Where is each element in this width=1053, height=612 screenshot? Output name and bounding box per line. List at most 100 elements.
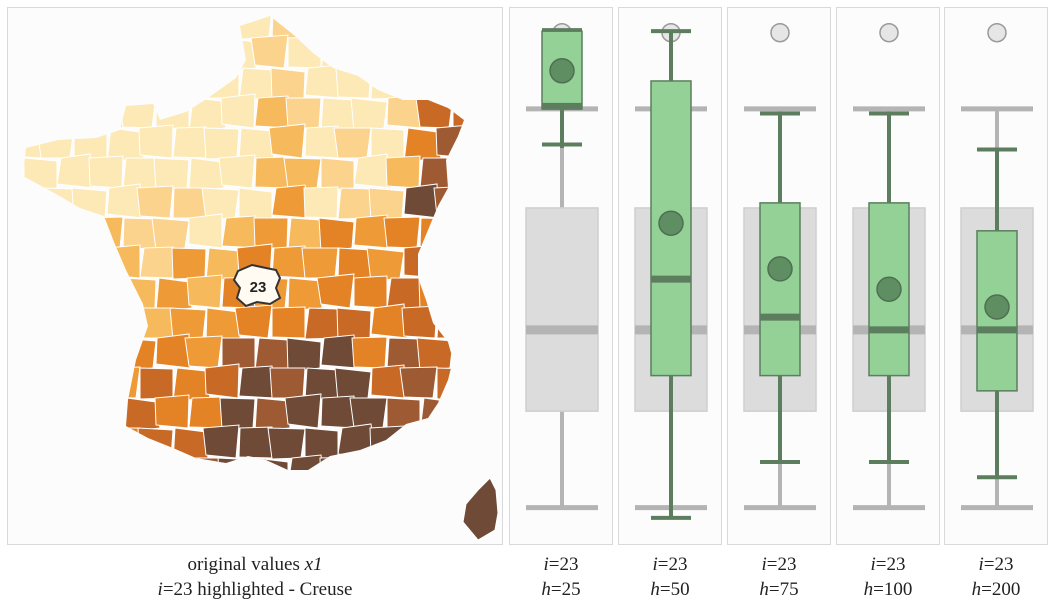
department-region[interactable]: [386, 277, 425, 309]
department-region[interactable]: [337, 423, 376, 459]
department-region[interactable]: [155, 97, 190, 130]
department-region[interactable]: [304, 307, 343, 340]
department-region[interactable]: [452, 37, 488, 69]
department-region[interactable]: [23, 37, 62, 70]
department-region[interactable]: [120, 35, 157, 69]
department-region[interactable]: [154, 394, 190, 429]
department-region[interactable]: [106, 244, 141, 279]
department-region[interactable]: [284, 393, 322, 429]
department-region[interactable]: [153, 157, 190, 191]
department-region[interactable]: [419, 157, 457, 189]
corsica-region[interactable]: [462, 477, 499, 541]
department-region[interactable]: [436, 367, 470, 400]
department-region[interactable]: [486, 214, 504, 248]
department-region[interactable]: [303, 186, 339, 219]
department-region[interactable]: [484, 275, 504, 308]
department-region[interactable]: [301, 247, 339, 279]
department-region[interactable]: [370, 67, 407, 100]
department-region[interactable]: [37, 367, 75, 403]
department-region[interactable]: [220, 93, 256, 129]
department-region[interactable]: [468, 8, 503, 38]
department-region[interactable]: [436, 246, 474, 279]
department-region[interactable]: [20, 273, 58, 309]
department-region[interactable]: [205, 8, 242, 39]
department-region[interactable]: [418, 277, 454, 311]
department-region[interactable]: [320, 334, 358, 369]
department-region[interactable]: [467, 308, 503, 340]
department-region[interactable]: [448, 217, 486, 252]
department-region[interactable]: [52, 397, 91, 429]
department-region[interactable]: [271, 306, 306, 339]
department-region[interactable]: [122, 217, 158, 250]
department-region[interactable]: [386, 397, 421, 431]
department-region[interactable]: [403, 244, 438, 279]
department-region[interactable]: [23, 334, 61, 369]
department-region[interactable]: [172, 427, 209, 463]
department-region[interactable]: [105, 8, 141, 41]
department-region[interactable]: [269, 367, 306, 399]
department-region[interactable]: [268, 123, 306, 159]
department-region[interactable]: [482, 336, 504, 368]
department-region[interactable]: [320, 97, 357, 131]
department-region[interactable]: [89, 33, 127, 69]
department-region[interactable]: [69, 247, 108, 283]
department-region[interactable]: [89, 337, 126, 370]
department-region[interactable]: [73, 364, 109, 399]
department-region[interactable]: [8, 247, 42, 279]
department-region[interactable]: [170, 8, 207, 39]
department-region[interactable]: [102, 366, 141, 399]
department-region[interactable]: [203, 127, 240, 160]
department-region[interactable]: [36, 127, 75, 159]
department-region[interactable]: [234, 304, 273, 339]
department-region[interactable]: [188, 97, 227, 132]
department-region[interactable]: [450, 157, 486, 191]
department-region[interactable]: [300, 8, 339, 39]
department-region[interactable]: [386, 337, 423, 370]
department-region[interactable]: [238, 365, 276, 399]
department-region[interactable]: [122, 397, 161, 433]
department-region[interactable]: [436, 8, 473, 43]
department-region[interactable]: [434, 427, 470, 461]
department-region[interactable]: [399, 366, 438, 399]
department-region[interactable]: [8, 125, 43, 159]
department-region[interactable]: [139, 246, 178, 279]
department-region[interactable]: [136, 185, 174, 219]
department-region[interactable]: [23, 456, 58, 488]
department-region[interactable]: [286, 337, 322, 373]
department-region[interactable]: [139, 367, 174, 400]
department-region[interactable]: [221, 215, 260, 249]
department-region[interactable]: [186, 274, 223, 309]
department-region[interactable]: [8, 186, 42, 219]
department-region[interactable]: [172, 126, 210, 159]
department-region[interactable]: [350, 97, 388, 133]
department-region[interactable]: [8, 427, 42, 462]
department-region[interactable]: [106, 183, 143, 219]
highlight-region[interactable]: 23: [232, 263, 282, 308]
department-region[interactable]: [452, 277, 489, 313]
department-region[interactable]: [351, 336, 388, 369]
department-region[interactable]: [122, 157, 160, 189]
department-region[interactable]: [335, 66, 372, 99]
department-region[interactable]: [8, 8, 42, 39]
department-region[interactable]: [486, 98, 504, 131]
department-region[interactable]: [202, 424, 240, 459]
department-region[interactable]: [436, 63, 471, 99]
department-region[interactable]: [152, 455, 190, 488]
department-region[interactable]: [470, 428, 504, 462]
department-region[interactable]: [466, 66, 503, 98]
department-region[interactable]: [486, 397, 504, 428]
department-region[interactable]: [353, 153, 392, 189]
department-region[interactable]: [8, 64, 45, 99]
department-region[interactable]: [419, 397, 458, 433]
department-region[interactable]: [470, 368, 504, 401]
department-region[interactable]: [353, 457, 391, 489]
department-region[interactable]: [316, 273, 355, 309]
department-region[interactable]: [56, 214, 93, 249]
department-region[interactable]: [349, 397, 388, 429]
department-region[interactable]: [151, 217, 190, 252]
department-region[interactable]: [287, 36, 322, 69]
department-region[interactable]: [235, 8, 273, 40]
department-region[interactable]: [106, 427, 144, 459]
department-region[interactable]: [40, 423, 79, 459]
department-region[interactable]: [469, 248, 503, 279]
